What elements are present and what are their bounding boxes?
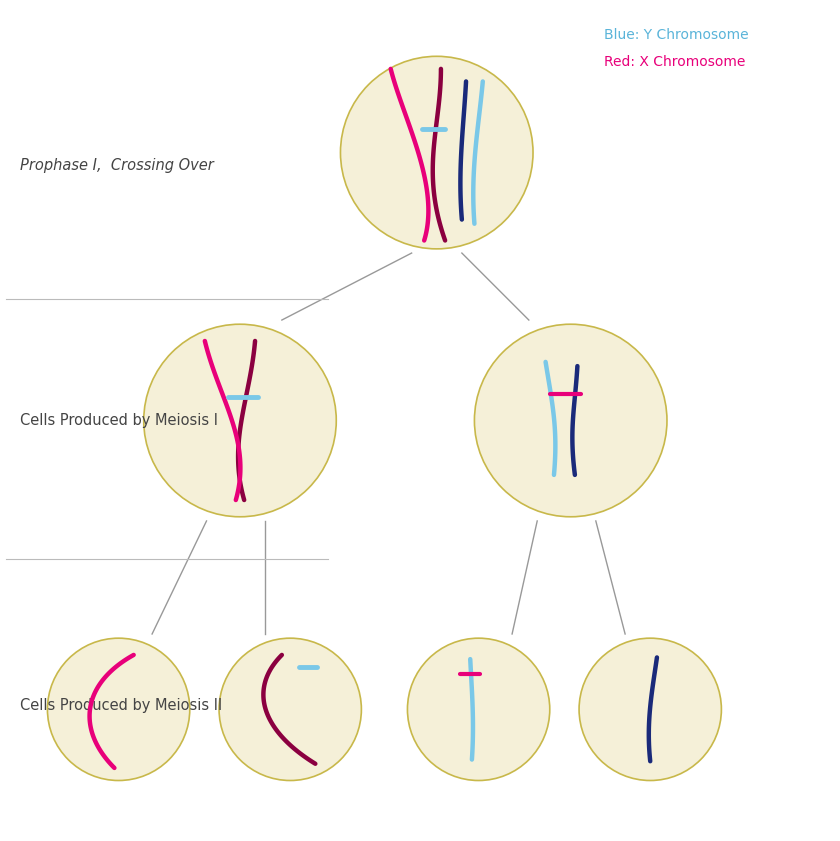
Text: Cells Produced by Meiosis I: Cells Produced by Meiosis I [20,413,218,428]
Circle shape [579,638,722,780]
Text: Prophase I,  Crossing Over: Prophase I, Crossing Over [20,157,213,172]
Circle shape [219,638,361,780]
Text: Cells Produced by Meiosis II: Cells Produced by Meiosis II [20,698,222,712]
Text: Blue: Y Chromosome: Blue: Y Chromosome [604,29,748,42]
Circle shape [47,638,190,780]
Circle shape [475,325,667,516]
Circle shape [407,638,549,780]
Circle shape [340,56,533,249]
Circle shape [144,325,336,516]
Text: Red: X Chromosome: Red: X Chromosome [604,56,746,69]
